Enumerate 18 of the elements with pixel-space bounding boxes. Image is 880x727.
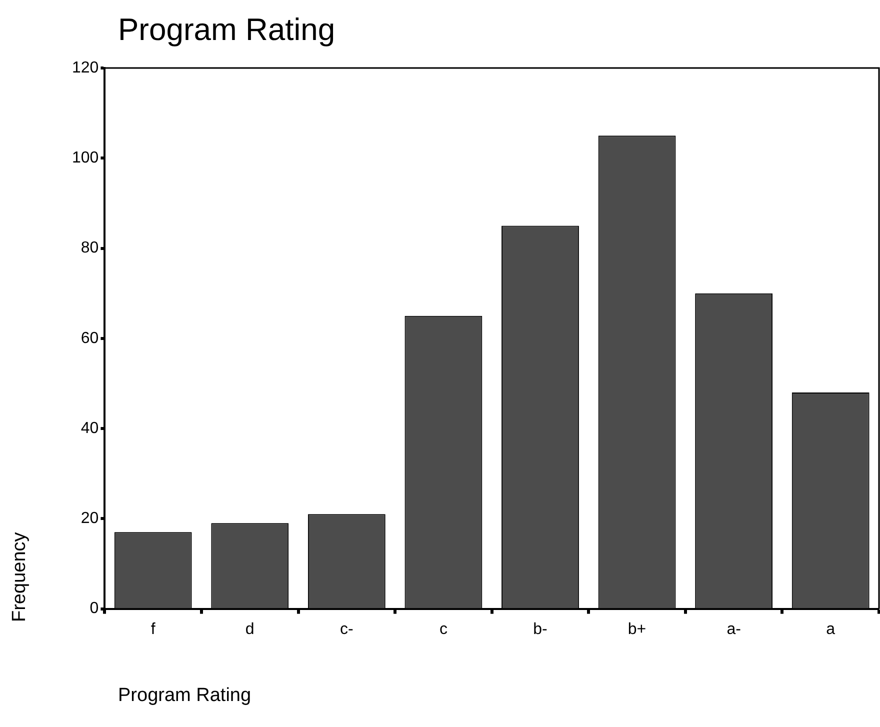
x-tick-label: b- <box>533 620 548 638</box>
y-tick-label: 40 <box>80 420 99 437</box>
x-tick-label: d <box>245 620 254 638</box>
y-tick-label: 100 <box>72 150 99 167</box>
x-tick-label: a <box>826 620 836 638</box>
x-tick-label: c <box>439 620 448 638</box>
y-tick-label: 20 <box>80 510 99 528</box>
x-tick-label: c- <box>340 620 354 638</box>
chart-title: Program Rating <box>118 12 336 48</box>
y-tick-label: 80 <box>80 240 99 257</box>
y-tick-label: 0 <box>90 600 99 618</box>
x-tick-label: b+ <box>628 620 646 638</box>
x-tick-label: a- <box>726 620 741 638</box>
x-axis-title: Program Rating <box>118 685 252 707</box>
y-axis-title: Frequency <box>8 532 31 622</box>
y-tick-label: 60 <box>80 330 99 347</box>
x-tick-label: f <box>150 620 156 638</box>
y-tick-label: 120 <box>72 59 99 76</box>
